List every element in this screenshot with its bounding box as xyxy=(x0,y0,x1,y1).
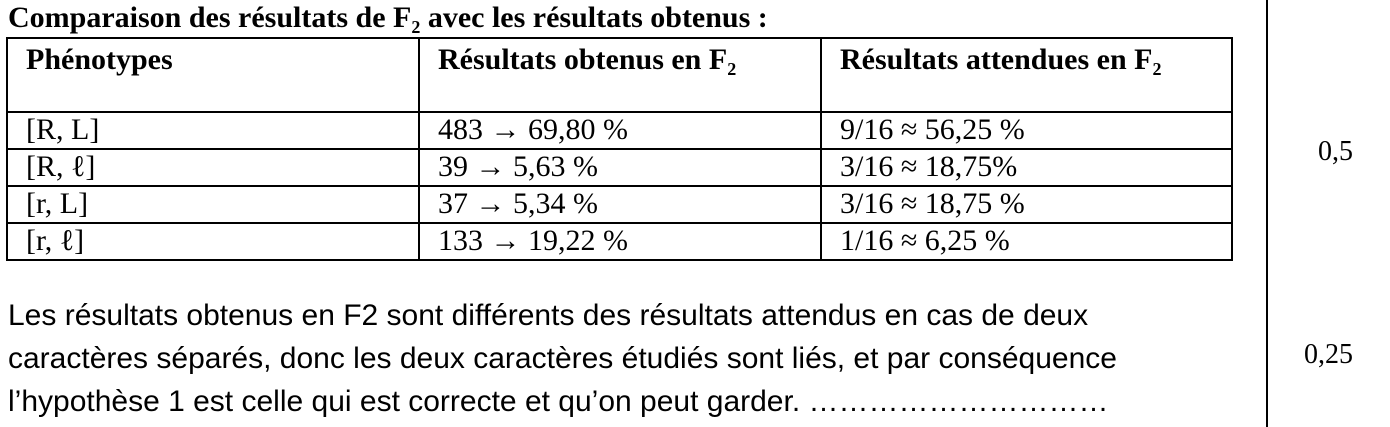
cell-expected: 9/16 ≈ 56,25 % xyxy=(820,111,1233,150)
cell-expected: 3/16 ≈ 18,75% xyxy=(820,148,1233,187)
conclusion-paragraph: Les résultats obtenus en F2 sont différe… xyxy=(8,294,1248,423)
header-obtained: Résultats obtenus en F₂ xyxy=(418,37,822,113)
header-phenotypes: Phénotypes xyxy=(6,37,420,113)
cell-phenotype: [r, L] xyxy=(6,185,420,224)
table-row: [R, L] 483 → 69,80 % 9/16 ≈ 56,25 % xyxy=(6,111,1233,150)
results-table: Phénotypes Résultats obtenus en F₂ Résul… xyxy=(6,37,1233,261)
cell-expected: 3/16 ≈ 18,75 % xyxy=(820,185,1233,224)
conclusion-line: Les résultats obtenus en F2 sont différe… xyxy=(8,299,1089,332)
cell-expected: 1/16 ≈ 6,25 % xyxy=(820,222,1233,261)
header-expected: Résultats attendues en F₂ xyxy=(820,37,1233,113)
margin-divider xyxy=(1266,0,1268,427)
cell-obtained: 483 → 69,80 % xyxy=(418,111,822,150)
cell-phenotype: [R, ℓ] xyxy=(6,148,420,187)
cell-obtained: 37 → 5,34 % xyxy=(418,185,822,224)
table-header-row: Phénotypes Résultats obtenus en F₂ Résul… xyxy=(6,37,1233,113)
cell-phenotype: [r, ℓ] xyxy=(6,222,420,261)
cell-obtained: 133 → 19,22 % xyxy=(418,222,822,261)
conclusion-line: caractères séparés, donc les deux caract… xyxy=(8,342,1117,375)
score-mark: 0,25 xyxy=(1304,339,1353,370)
table-row: [R, ℓ] 39 → 5,63 % 3/16 ≈ 18,75% xyxy=(6,148,1233,187)
table-row: [r, ℓ] 133 → 19,22 % 1/16 ≈ 6,25 % xyxy=(6,222,1233,261)
conclusion-line: l’hypothèse 1 est celle qui est correcte… xyxy=(8,385,1109,418)
table-row: [r, L] 37 → 5,34 % 3/16 ≈ 18,75 % xyxy=(6,185,1233,224)
cell-obtained: 39 → 5,63 % xyxy=(418,148,822,187)
score-mark: 0,5 xyxy=(1318,136,1353,167)
cell-phenotype: [R, L] xyxy=(6,111,420,150)
section-title: Comparaison des résultats de F₂ avec les… xyxy=(8,1,768,34)
